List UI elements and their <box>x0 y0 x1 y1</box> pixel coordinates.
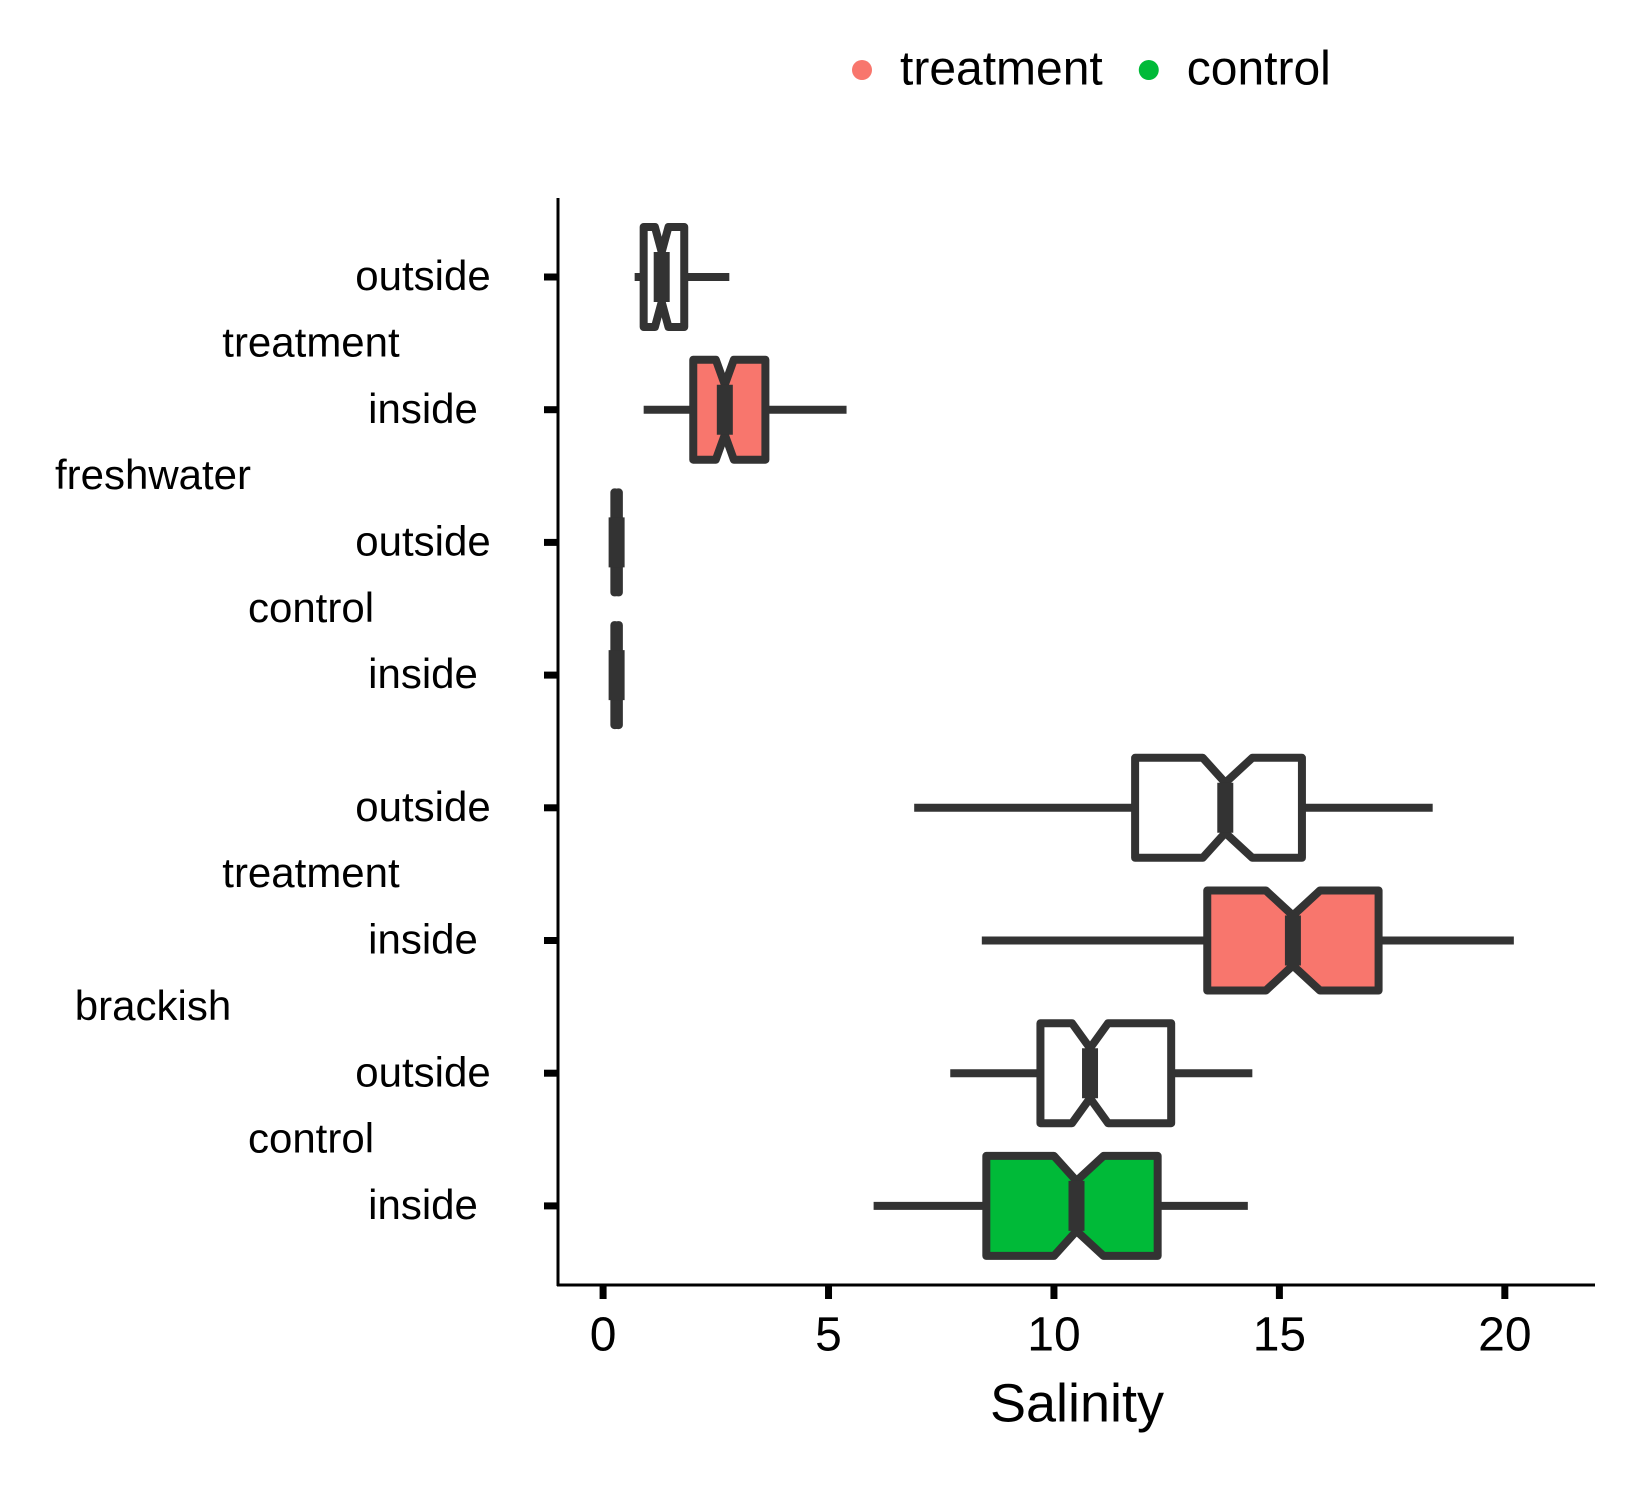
group-label: freshwater <box>55 451 251 498</box>
y-tick-label: outside <box>355 517 490 564</box>
y-tick-label: outside <box>355 783 490 830</box>
x-tick-label: 10 <box>1027 1309 1080 1362</box>
y-tick-label: outside <box>355 252 490 299</box>
subgroup-label: control <box>248 1115 374 1162</box>
y-tick-label: inside <box>368 1181 478 1228</box>
y-tick-label: inside <box>368 385 478 432</box>
legend-label: treatment <box>900 43 1103 96</box>
y-tick-label: outside <box>355 1048 490 1095</box>
y-tick-label: inside <box>368 916 478 963</box>
legend-swatch <box>852 60 872 80</box>
legend-swatch <box>1138 60 1159 80</box>
subgroup-label: control <box>248 584 374 631</box>
y-tick-label: inside <box>368 650 478 697</box>
x-tick-label: 0 <box>590 1309 617 1362</box>
x-tick-label: 20 <box>1478 1309 1531 1362</box>
x-tick-label: 15 <box>1253 1309 1306 1362</box>
subgroup-label: treatment <box>222 318 400 365</box>
box <box>1036 1019 1176 1128</box>
legend-label: control <box>1187 43 1331 96</box>
group-label: brackish <box>75 982 231 1029</box>
subgroup-label: treatment <box>222 849 400 896</box>
x-tick-label: 5 <box>815 1309 842 1362</box>
x-axis-title: Salinity <box>990 1373 1164 1433</box>
